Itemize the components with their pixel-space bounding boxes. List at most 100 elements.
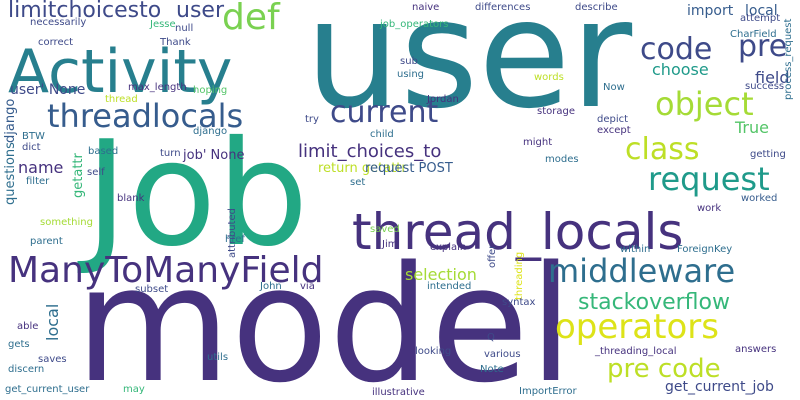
word-href: href [225, 234, 245, 245]
word-worked: worked [741, 193, 778, 204]
word-naive: naive [412, 2, 440, 13]
word-via: via [300, 281, 315, 292]
word-importerror: ImportError [519, 386, 577, 397]
word-answers: answers [735, 344, 777, 355]
word-jesse: Jesse [150, 19, 176, 30]
word-dict: dict [22, 142, 41, 153]
word-something: something [40, 217, 93, 228]
word-btw: BTW [22, 131, 45, 142]
word-middleware: middleware [548, 252, 736, 290]
word-user-small: user [176, 0, 224, 23]
word-now: Now [603, 82, 625, 93]
word-john: John [260, 281, 282, 292]
word-explain: explain [430, 242, 467, 253]
word-sub: sub [400, 56, 418, 67]
word-success: success [745, 81, 785, 92]
word-saved: saved [370, 224, 400, 235]
word-depict: depict [597, 114, 629, 125]
word-threadlocals: threadlocals [47, 97, 244, 135]
word-jim: Jim [382, 239, 398, 250]
word-current: current [330, 95, 439, 130]
word-threading-local: _threading_local [595, 346, 677, 357]
word-able: able [17, 321, 39, 332]
word-threading: threading [514, 251, 525, 300]
word-django-vertical: django [3, 98, 18, 143]
word-child: child [370, 129, 394, 140]
word-null: null [175, 23, 194, 34]
word-attempt: attempt [740, 13, 781, 24]
word-within: within [620, 244, 651, 255]
word-differences: differences [475, 2, 531, 13]
word-filter: filter [26, 176, 50, 187]
word-thank: Thank [160, 37, 191, 48]
word-getattr: getattr [71, 153, 86, 198]
word-import: import [687, 3, 734, 19]
word-words: words [534, 72, 564, 83]
word-manytomanyfield: ManyToManyField [8, 250, 324, 291]
word-various: various [484, 349, 521, 360]
word-job-operators: job_operators [380, 19, 449, 30]
word-request-post: request POST [365, 161, 453, 176]
word-pre-code: pre code [607, 354, 721, 384]
word-thread: thread [105, 94, 138, 105]
word-may: may [123, 384, 145, 395]
word-modes: modes [545, 154, 579, 165]
word-get-current-job: get_current_job [665, 379, 774, 395]
word-getting: getting [750, 149, 786, 160]
word-selection: selection [405, 265, 477, 284]
word-looking: looking [415, 346, 452, 357]
word-using: using [397, 69, 425, 80]
word-necessarily: necessarily [30, 17, 87, 28]
word-charfield: CharField [730, 29, 777, 40]
word-q: Q [487, 332, 495, 343]
word-django: django [193, 126, 228, 137]
word-get-current-user: get_current_user [5, 384, 90, 395]
word-describe: describe [575, 2, 618, 13]
word-saves: saves [38, 354, 67, 365]
word-might: might [523, 137, 553, 148]
word-turn: turn [160, 148, 181, 159]
word-thread-locals: thread_locals [352, 203, 684, 261]
word-note: Note [480, 364, 504, 375]
word-code: code [640, 32, 713, 67]
word-class: class [625, 132, 700, 167]
word-choose: choose [652, 60, 709, 79]
word-request: request [648, 160, 770, 198]
word-field: field [755, 68, 790, 87]
word-intended: intended [427, 281, 472, 292]
word-process-request: process_request [783, 18, 794, 100]
word-correct: correct [38, 37, 74, 48]
word-model: model [75, 231, 574, 400]
word-utils: utils [207, 352, 229, 363]
word-pre: pre [738, 29, 788, 64]
word-offer: offer [487, 244, 498, 268]
word-blank: blank [117, 193, 145, 204]
word-activity: Activity [8, 37, 233, 107]
word-true: True [735, 118, 769, 137]
word-limit-choices-to: limit_choices_to [298, 141, 442, 162]
word-subset: subset [135, 284, 169, 295]
word-storage: storage [537, 106, 575, 117]
word-user-none: user' None [10, 82, 86, 98]
word-self: self [87, 167, 105, 178]
word-operators: operators [555, 307, 719, 347]
word-job: Job [85, 110, 309, 279]
word-job-none: job' None [183, 148, 245, 163]
word-attributed: attributed [227, 208, 238, 258]
word-hoping: hoping [193, 85, 228, 96]
word-jordan: Jordan [427, 94, 459, 105]
word-name: name [18, 158, 64, 177]
word-try: try [305, 114, 319, 125]
word-questions: questions [3, 142, 18, 205]
word-based: based [88, 146, 119, 157]
word-limitchoicesto: limitchoicesto [8, 0, 162, 23]
word-local-vertical: local [43, 303, 62, 341]
word-stackoverflow: stackoverflow [578, 290, 730, 315]
word-gets: gets [8, 339, 30, 350]
word-discern: discern [8, 364, 45, 375]
word-syntax: syntax [502, 297, 536, 308]
word-illustrative: illustrative [372, 387, 425, 398]
word-return-getattr: return getattr [318, 161, 407, 176]
word-except: except [597, 125, 631, 136]
